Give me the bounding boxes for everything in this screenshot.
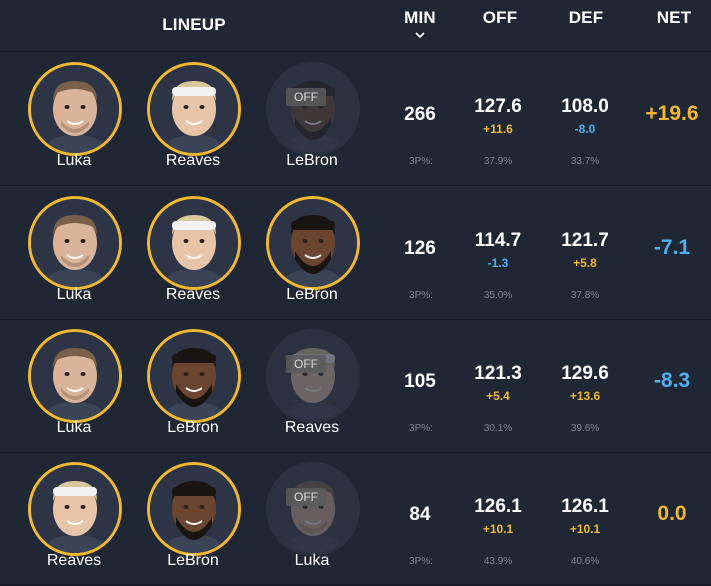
off-rating: 121.3 [474,363,522,384]
off-three-point-pct: 37.9% [483,156,513,167]
player-avatar[interactable] [147,62,241,156]
player-name: LeBron [167,419,219,436]
minutes-value: 84 [409,504,431,525]
three-point-label: 3P%: [409,556,433,567]
player-avatar[interactable] [266,62,360,156]
player-lebron-on[interactable]: LeBron [143,452,243,585]
off-badge: OFF [286,88,326,106]
player-reaves-off[interactable]: OFF Reaves [262,319,362,452]
lineup-column-header: LINEUP [162,15,226,34]
player-lebron-off[interactable]: OFF LeBron [262,52,362,185]
off-three-point-pct: 30.1% [483,423,513,434]
def-rating: 108.0 [561,96,609,117]
off-three-point-pct: 43.9% [483,556,513,567]
player-name: Reaves [46,552,102,569]
off-badge: OFF [286,488,326,506]
net-column-header[interactable]: NET [656,8,692,27]
off-diff: +10.1 [482,522,514,536]
player-name: LeBron [286,286,338,303]
player-reaves-on[interactable]: Reaves [143,186,243,319]
table-row[interactable]: Luka Reaves LeBron 126 3P%: 114.7 -1.3 35.0% 121… [0,186,711,320]
player-luka-on[interactable]: Luka [24,186,124,319]
player-avatar[interactable] [147,329,241,423]
def-diff: +13.6 [569,389,601,403]
table-row[interactable]: Luka Reaves OFF LeBron 266 3P%: 127.6 +11.6 37.9… [0,52,711,186]
player-lebron-on[interactable]: LeBron [143,319,243,452]
player-name: Luka [56,152,92,169]
def-diff: +5.8 [573,256,597,270]
def-diff: +10.1 [569,522,601,536]
off-three-point-pct: 35.0% [483,290,513,301]
player-name: LeBron [167,552,219,569]
three-point-label: 3P%: [409,423,433,434]
player-avatar[interactable] [266,462,360,556]
net-rating: +19.6 [645,102,699,125]
table-row[interactable]: Luka LeBron OFF Reaves 105 3P%: 121.3 +5.4 30.1%… [0,319,711,453]
player-avatar[interactable] [266,196,360,290]
def-rating: 126.1 [561,496,609,517]
player-name: Luka [56,286,92,303]
player-avatar[interactable] [28,462,122,556]
off-rating: 127.6 [474,96,522,117]
player-name: LeBron [286,152,338,169]
def-column-header[interactable]: DEF [568,8,604,27]
def-diff: -8.0 [574,122,596,136]
table-header: LINEUP MIN OFF DEF NET [0,0,711,52]
def-three-point-pct: 37.8% [570,290,600,301]
player-luka-off[interactable]: OFF Luka [262,452,362,585]
minutes-value: 266 [404,104,436,125]
off-rating: 114.7 [474,230,522,251]
off-diff: +11.6 [483,122,513,136]
player-luka-on[interactable]: Luka [24,319,124,452]
net-rating: -8.3 [653,369,691,392]
off-rating: 126.1 [474,496,522,517]
player-name: Luka [294,552,330,569]
def-rating: 129.6 [561,363,609,384]
player-reaves-on[interactable]: Reaves [24,452,124,585]
off-diff: -1.3 [487,256,509,270]
player-name: Luka [56,419,92,436]
player-name: Reaves [284,419,340,436]
table-row[interactable]: Reaves LeBron OFF Luka 84 3P%: 126.1 +10.1 43.9%… [0,452,711,586]
off-diff: +5.4 [486,389,510,403]
chevron-down-icon[interactable] [414,30,426,40]
player-avatar[interactable] [28,196,122,290]
player-avatar[interactable] [266,329,360,423]
player-avatar[interactable] [28,329,122,423]
minutes-value: 126 [404,238,436,259]
player-reaves-on[interactable]: Reaves [143,52,243,185]
player-avatar[interactable] [147,196,241,290]
player-name: Reaves [165,286,221,303]
player-name: Reaves [165,152,221,169]
three-point-label: 3P%: [409,290,433,301]
min-column-header[interactable]: MIN [404,8,436,27]
three-point-label: 3P%: [409,156,433,167]
def-rating: 121.7 [561,230,609,251]
player-avatar[interactable] [147,462,241,556]
def-three-point-pct: 40.6% [570,556,600,567]
off-column-header[interactable]: OFF [482,8,518,27]
def-three-point-pct: 33.7% [570,156,600,167]
net-rating: -7.1 [653,236,691,259]
minutes-value: 105 [404,371,436,392]
player-luka-on[interactable]: Luka [24,52,124,185]
player-avatar[interactable] [28,62,122,156]
off-badge: OFF [286,355,326,373]
net-rating: 0.0 [657,502,687,525]
def-three-point-pct: 39.6% [570,423,600,434]
player-lebron-on[interactable]: LeBron [262,186,362,319]
